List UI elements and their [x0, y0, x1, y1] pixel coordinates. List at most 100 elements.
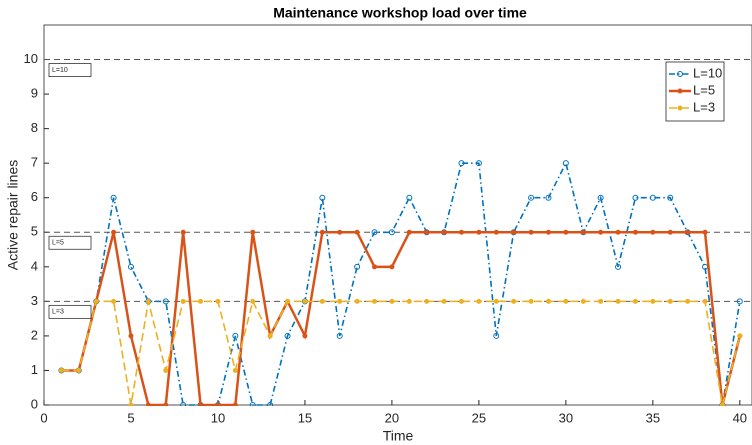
- x-tick-label: 5: [127, 410, 134, 425]
- data-point: [389, 298, 395, 304]
- data-point: [632, 229, 638, 235]
- data-point: [371, 229, 378, 236]
- x-tick-label: 35: [646, 410, 660, 425]
- data-point: [511, 229, 517, 235]
- data-point: [319, 298, 325, 304]
- data-point: [441, 229, 447, 235]
- legend-marker: [677, 71, 683, 77]
- data-point: [667, 194, 674, 201]
- x-tick-label: 20: [385, 410, 399, 425]
- data-point: [388, 229, 395, 236]
- data-point: [250, 298, 256, 304]
- data-point: [267, 333, 273, 339]
- data-point: [702, 229, 708, 235]
- data-point: [702, 298, 708, 304]
- data-point: [302, 333, 308, 339]
- data-point: [406, 194, 413, 201]
- x-tick-label: 15: [298, 410, 312, 425]
- y-axis-label: Active repair lines: [5, 160, 21, 271]
- data-point: [319, 194, 326, 201]
- y-tick-label: 8: [31, 120, 38, 135]
- data-point: [580, 298, 586, 304]
- data-point: [336, 332, 343, 339]
- data-point: [563, 298, 569, 304]
- data-point: [215, 298, 221, 304]
- plot-area: [43, 24, 752, 406]
- data-point: [685, 229, 691, 235]
- data-point: [145, 402, 151, 406]
- data-point: [528, 194, 535, 201]
- x-axis-label: Time: [383, 428, 414, 444]
- data-point: [267, 402, 274, 406]
- data-point: [354, 229, 360, 235]
- data-point: [128, 333, 134, 339]
- data-point: [650, 229, 656, 235]
- data-point: [458, 160, 465, 167]
- legend-label: L=5: [693, 82, 715, 97]
- data-point: [632, 194, 639, 201]
- data-point: [685, 298, 691, 304]
- data-point: [250, 229, 256, 235]
- data-point: [93, 298, 99, 304]
- data-point: [511, 298, 517, 304]
- y-tick-label: 6: [31, 189, 38, 204]
- data-point: [632, 298, 638, 304]
- data-point: [615, 298, 621, 304]
- data-point: [111, 298, 117, 304]
- data-point: [424, 298, 430, 304]
- chart-title: Maintenance workshop load over time: [273, 5, 527, 21]
- data-point: [354, 263, 361, 270]
- legend-label: L=3: [693, 99, 715, 114]
- data-point: [128, 402, 134, 406]
- data-point: [337, 229, 343, 235]
- data-point: [615, 229, 621, 235]
- data-point: [493, 298, 499, 304]
- data-point: [598, 229, 604, 235]
- data-point: [475, 160, 482, 167]
- data-point: [163, 402, 169, 406]
- data-point: [110, 194, 117, 201]
- data-point: [180, 298, 186, 304]
- y-tick-label: 5: [31, 224, 38, 239]
- plot-lines: [44, 59, 752, 406]
- data-point: [372, 264, 378, 270]
- reference-label-box: [48, 63, 92, 77]
- data-point: [232, 332, 239, 339]
- data-point: [476, 229, 482, 235]
- data-point: [76, 367, 82, 373]
- data-point: [180, 229, 186, 235]
- data-point: [615, 263, 622, 270]
- data-point: [406, 298, 412, 304]
- data-point: [649, 194, 656, 201]
- data-point: [545, 229, 551, 235]
- reference-label: L=10: [52, 67, 68, 74]
- data-point: [476, 298, 482, 304]
- data-point: [667, 229, 673, 235]
- data-point: [232, 402, 238, 406]
- data-point: [528, 298, 534, 304]
- x-tick-label: 10: [211, 410, 225, 425]
- series-line: [61, 299, 741, 406]
- data-point: [198, 402, 204, 406]
- data-point: [302, 298, 308, 304]
- legend-marker: [677, 105, 683, 111]
- legend-label: L=10: [693, 65, 722, 80]
- y-tick-label: 4: [31, 258, 38, 273]
- reference-label: L=5: [52, 240, 64, 247]
- data-point: [545, 194, 552, 201]
- data-point: [162, 298, 169, 305]
- data-point: [424, 229, 430, 235]
- data-point: [458, 229, 464, 235]
- series-line: [61, 231, 742, 406]
- data-point: [372, 298, 378, 304]
- data-point: [563, 229, 569, 235]
- data-point: [127, 263, 134, 270]
- reference-label: L=3: [52, 309, 64, 316]
- data-point: [650, 298, 656, 304]
- y-tick-label: 9: [31, 86, 38, 101]
- series-line: [61, 160, 741, 406]
- data-point: [458, 298, 464, 304]
- data-point: [441, 298, 447, 304]
- reference-label-box: [48, 304, 92, 319]
- y-tick-label: 10: [24, 51, 38, 66]
